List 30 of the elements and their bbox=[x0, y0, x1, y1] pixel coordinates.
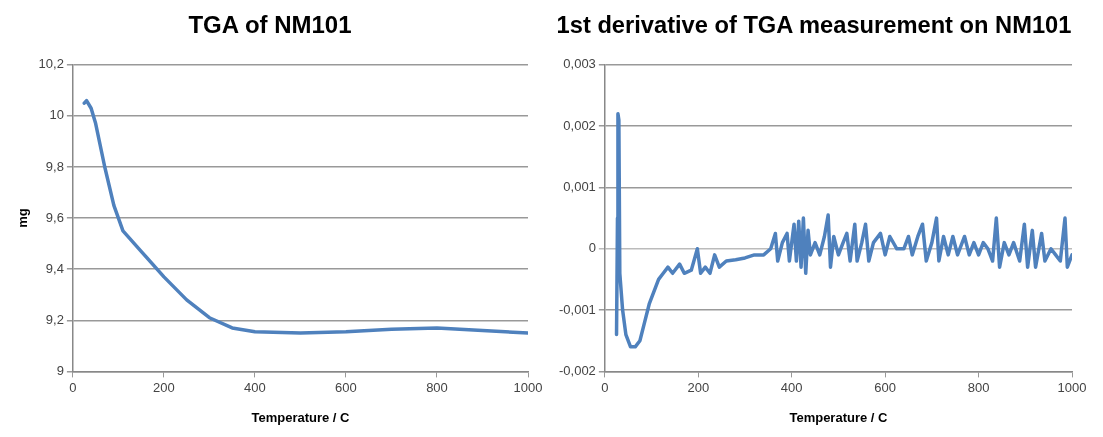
x-tick-label: 600 bbox=[874, 379, 896, 395]
x-axis-title: Temperature / C bbox=[251, 410, 351, 426]
y-tick-label: 9,8 bbox=[45, 158, 64, 174]
x-tick-label: 200 bbox=[687, 379, 710, 395]
x-axis-title: Temperature / C bbox=[789, 410, 889, 426]
y-tick-label: 9,2 bbox=[45, 311, 64, 327]
x-tick-label: 200 bbox=[153, 379, 175, 395]
y-tick-label: 0,002 bbox=[563, 117, 596, 133]
x-tick-label: 800 bbox=[967, 379, 990, 395]
x-tick-label: 800 bbox=[426, 379, 448, 395]
y-tick-label: -0,001 bbox=[558, 301, 596, 317]
x-tick-label: 1000 bbox=[513, 379, 543, 395]
y-tick-label: 0,003 bbox=[563, 56, 596, 72]
x-tick-label: 600 bbox=[335, 379, 357, 395]
x-tick-label: 0 bbox=[601, 379, 609, 395]
x-tick-label: 400 bbox=[780, 379, 803, 395]
y-tick-label: -0,002 bbox=[558, 362, 596, 378]
y-tick-label: 0,001 bbox=[563, 179, 596, 195]
y-tick-label: 9,4 bbox=[45, 260, 64, 276]
y-axis-title: mg bbox=[15, 208, 31, 228]
y-tick-label: 0 bbox=[588, 240, 596, 256]
x-tick-label: 400 bbox=[244, 379, 266, 395]
y-tick-label: 10 bbox=[49, 107, 64, 123]
x-tick-label: 1000 bbox=[1057, 379, 1087, 395]
chart-title: 1st derivative of TGA measurement on NM101 bbox=[556, 10, 1072, 39]
y-tick-label: 9 bbox=[56, 362, 64, 378]
y-tick-label: 10,2 bbox=[38, 56, 64, 72]
y-tick-label: 9,6 bbox=[45, 209, 64, 225]
x-tick-label: 0 bbox=[69, 379, 77, 395]
chart-title: TGA of NM101 bbox=[188, 11, 352, 39]
